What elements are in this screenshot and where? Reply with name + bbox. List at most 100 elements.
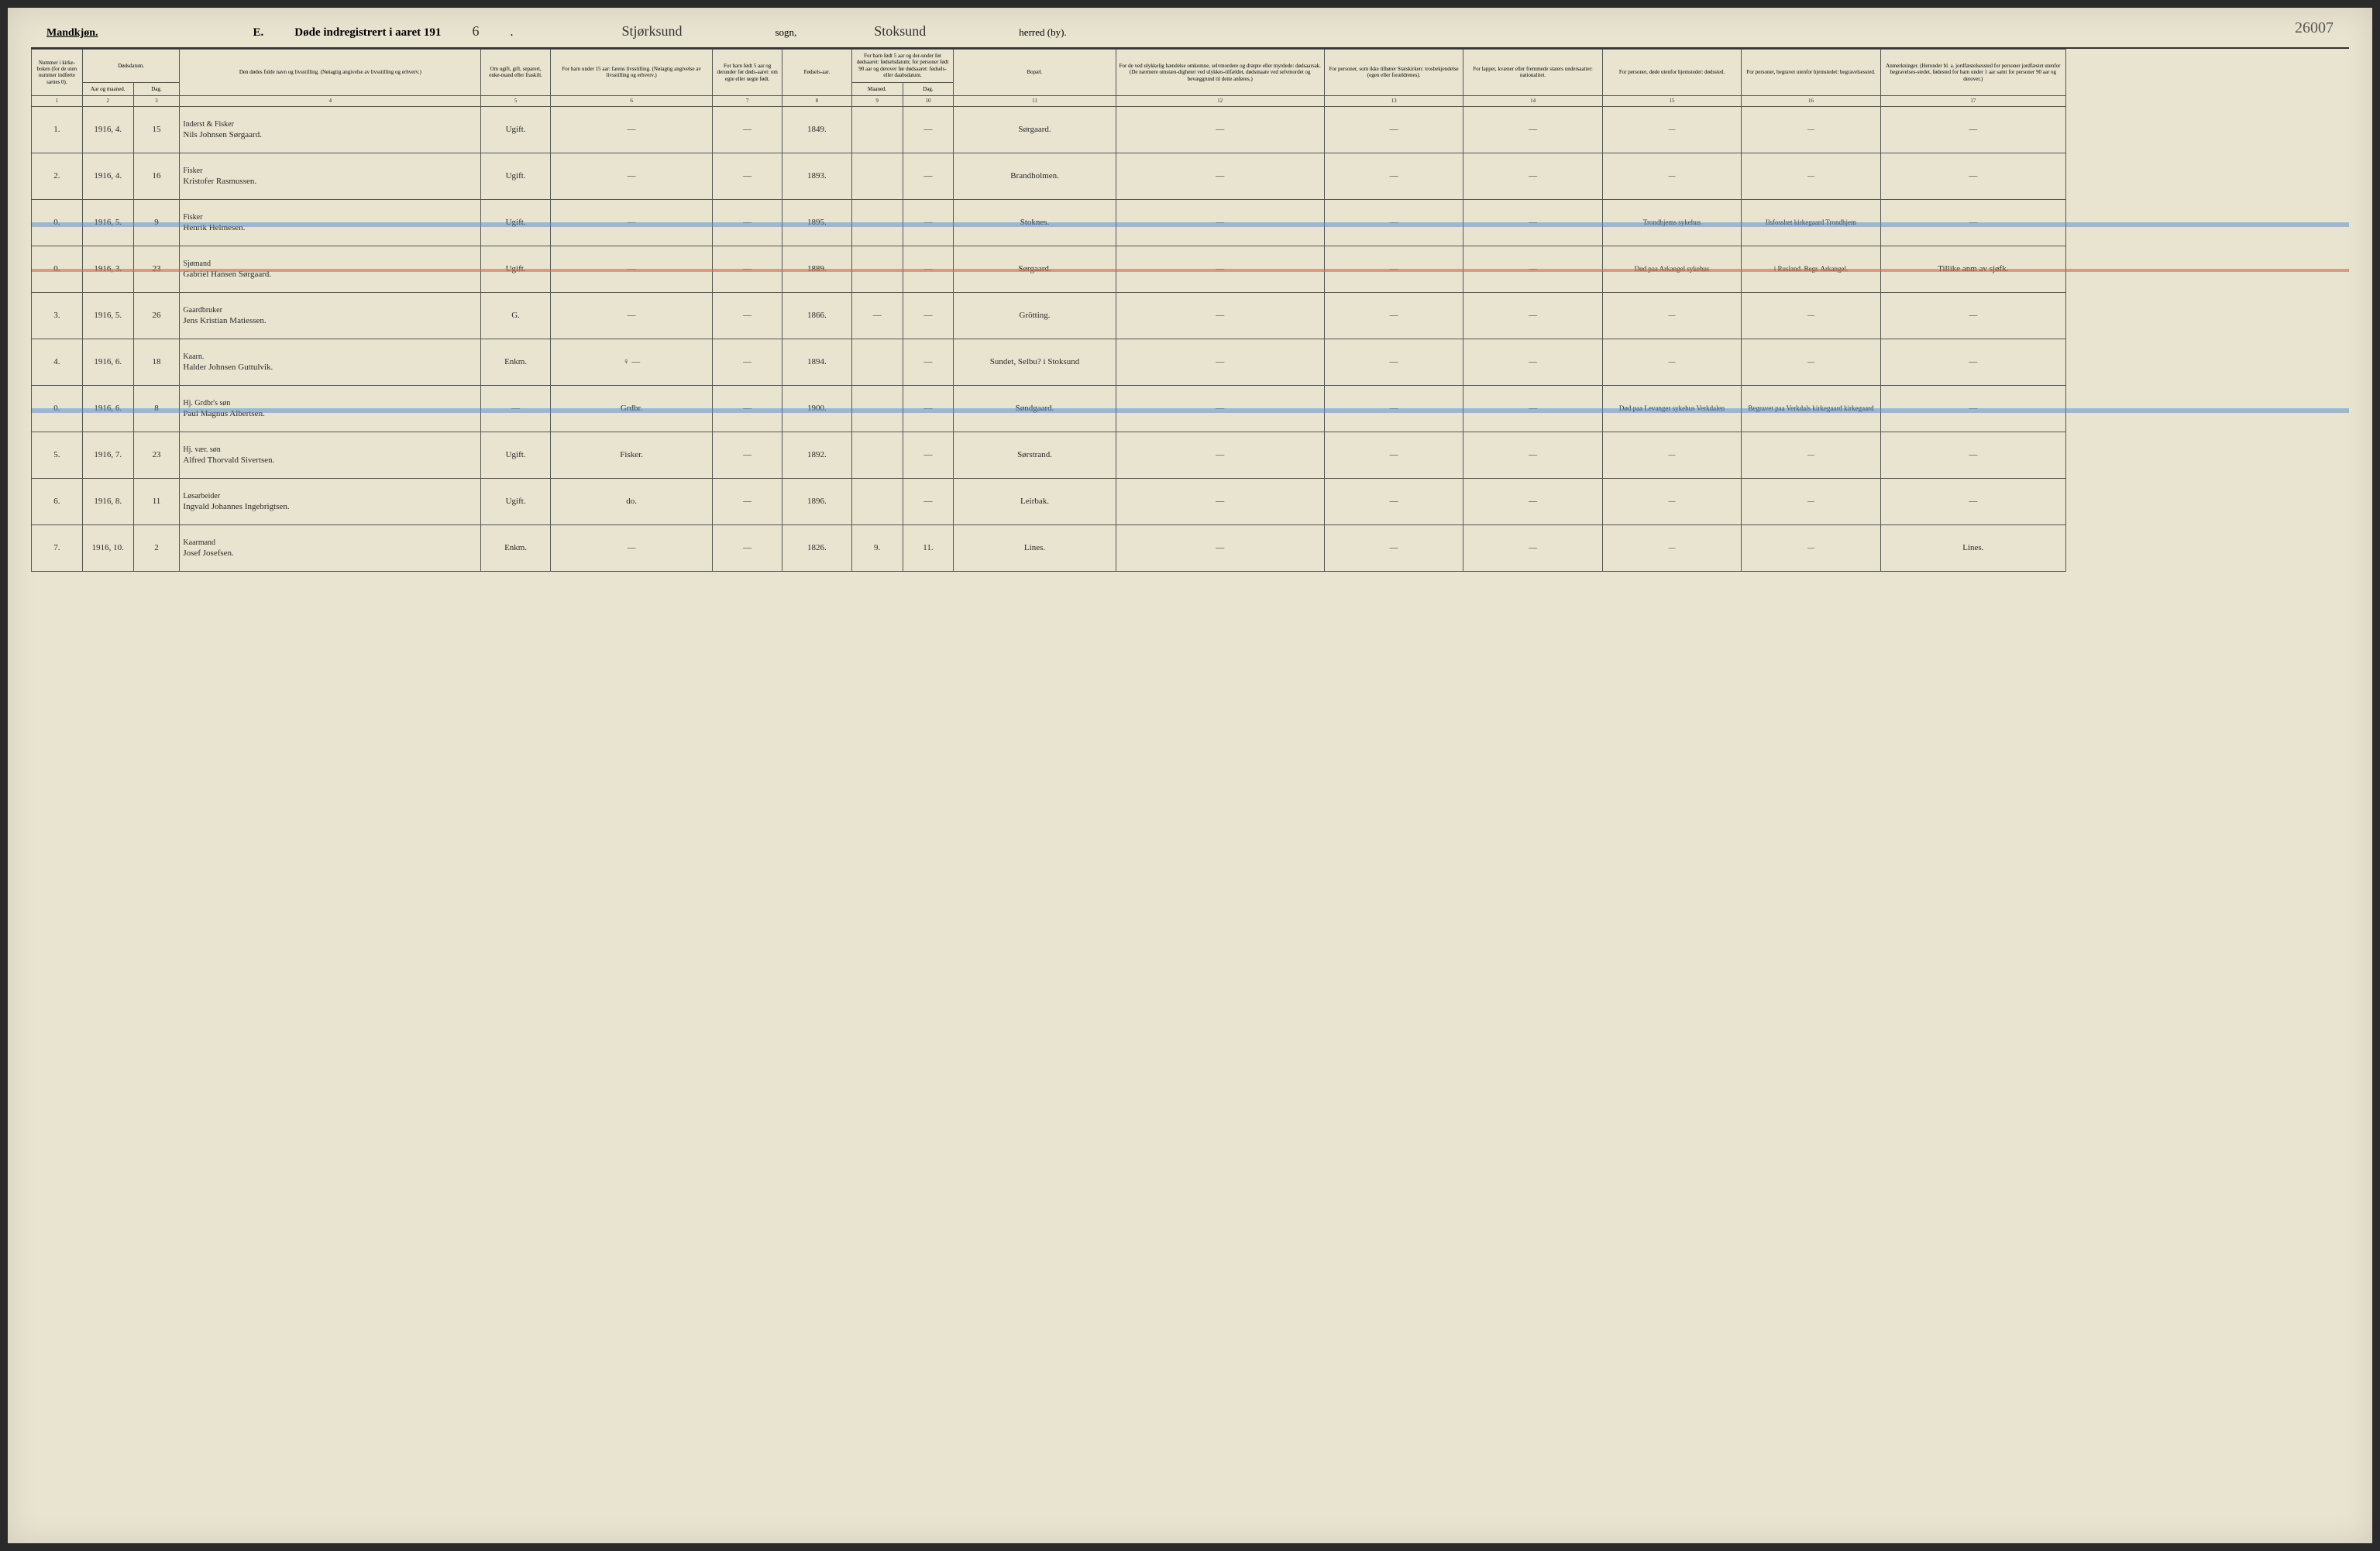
table-cell: — — [550, 153, 712, 199]
table-cell: 3. — [32, 292, 83, 339]
table-cell: Tillike anm av sjøfk. — [1880, 246, 2065, 292]
table-cell: Død paa Levanger sykehus Verkdalen — [1602, 385, 1741, 432]
col-subheader: Dag. — [133, 82, 180, 95]
table-cell: 1893. — [782, 153, 852, 199]
table-cell: Stoknes. — [954, 199, 1116, 246]
table-cell: FiskerKristofer Rasmussen. — [180, 153, 481, 199]
table-cell: do. — [550, 478, 712, 524]
column-number: 3 — [133, 95, 180, 106]
table-cell: Inderst & FiskerNils Johnsen Sørgaard. — [180, 106, 481, 153]
table-cell: Ugift. — [481, 246, 551, 292]
table-cell: 4. — [32, 339, 83, 385]
column-number: 2 — [82, 95, 133, 106]
table-cell: 1900. — [782, 385, 852, 432]
occupation: Løsarbeider — [183, 491, 477, 501]
table-cell: — — [1116, 339, 1324, 385]
table-cell: 16 — [133, 153, 180, 199]
table-cell: — — [1463, 199, 1602, 246]
table-cell: — — [1602, 292, 1741, 339]
table-cell: — — [903, 153, 954, 199]
table-cell: Ugift. — [481, 106, 551, 153]
table-cell: — — [1602, 478, 1741, 524]
table-cell: Kaarn.Halder Johnsen Guttulvik. — [180, 339, 481, 385]
table-cell: — — [1463, 385, 1602, 432]
table-row: 0.1916, 6.8Hj. Grdbr's sønPaul Magnus Al… — [32, 385, 2349, 432]
table-cell — [851, 199, 903, 246]
table-cell: — — [1463, 524, 1602, 571]
table-cell: Hj. vær. sønAlfred Thorvald Sivertsen. — [180, 432, 481, 478]
table-cell: 1916, 3. — [82, 246, 133, 292]
table-cell: 5. — [32, 432, 83, 478]
col-header: For personer, begravet utenfor hjemstede… — [1742, 50, 1880, 96]
column-number: 6 — [550, 95, 712, 106]
table-cell: Ugift. — [481, 153, 551, 199]
col-header: For barn under 15 aar: farens livsstilli… — [550, 50, 712, 96]
table-cell — [851, 339, 903, 385]
page-number: 26007 — [2295, 19, 2334, 37]
col-header: For personer, døde utenfor hjemstedet: d… — [1602, 50, 1741, 96]
table-cell: — — [903, 339, 954, 385]
table-cell: — — [550, 246, 712, 292]
table-cell: 1916, 4. — [82, 153, 133, 199]
col-header: For de ved ulykkelig hændelse omkomne, s… — [1116, 50, 1324, 96]
table-cell: 0. — [32, 385, 83, 432]
table-cell: — — [1880, 339, 2065, 385]
ledger-table: Nummer i kirke-boken (for de uten nummer… — [31, 49, 2349, 572]
table-cell: — — [1324, 292, 1463, 339]
table-cell: — — [1742, 292, 1880, 339]
table-cell: — — [1324, 385, 1463, 432]
table-cell: — — [1602, 432, 1741, 478]
table-cell: Ugift. — [481, 199, 551, 246]
table-cell: — — [1742, 524, 1880, 571]
table-cell: — — [1742, 478, 1880, 524]
table-cell: 11 — [133, 478, 180, 524]
table-cell: Søndgaard. — [954, 385, 1116, 432]
person-name: Jens Kristian Matiessen. — [183, 316, 266, 325]
table-cell: Sørstrand. — [954, 432, 1116, 478]
table-cell: 1916, 6. — [82, 385, 133, 432]
table-cell: 0. — [32, 246, 83, 292]
column-number: 4 — [180, 95, 481, 106]
table-cell: — — [1602, 106, 1741, 153]
table-cell: Brandholmen. — [954, 153, 1116, 199]
table-cell: — — [1463, 339, 1602, 385]
table-cell: ♀ — — [550, 339, 712, 385]
person-name: Paul Magnus Albertsen. — [183, 409, 264, 418]
table-cell: — — [1463, 106, 1602, 153]
table-cell: — — [1116, 153, 1324, 199]
table-cell: SjømandGabriel Hansen Sørgaard. — [180, 246, 481, 292]
table-cell: — — [903, 385, 954, 432]
col-header: For personer, som ikke tilhører Statskir… — [1324, 50, 1463, 96]
occupation: Kaarmand — [183, 538, 477, 548]
col-subheader: Dag. — [903, 82, 954, 95]
table-cell: Ilsfosshet kirkegaard Trondhjem — [1742, 199, 1880, 246]
column-number: 12 — [1116, 95, 1324, 106]
table-cell: 1916, 6. — [82, 339, 133, 385]
col-subheader: Aar og maaned. — [82, 82, 133, 95]
table-cell: 1. — [32, 106, 83, 153]
table-cell: Leirbak. — [954, 478, 1116, 524]
table-cell: 1866. — [782, 292, 852, 339]
table-cell: — — [1742, 432, 1880, 478]
table-cell: 9. — [851, 524, 903, 571]
table-cell: 1916, 8. — [82, 478, 133, 524]
col-header: Den dødes fulde navn og livsstilling. (N… — [180, 50, 481, 96]
table-cell: Grötting. — [954, 292, 1116, 339]
table-cell: Sørgaard. — [954, 246, 1116, 292]
table-cell: 1916, 10. — [82, 524, 133, 571]
table-cell — [851, 153, 903, 199]
col-header: For barn født 5 aar og derunder før døds… — [713, 50, 782, 96]
table-cell: 18 — [133, 339, 180, 385]
table-cell: 1916, 7. — [82, 432, 133, 478]
table-cell: Enkm. — [481, 339, 551, 385]
table-cell: Ugift. — [481, 432, 551, 478]
person-name: Josef Josefsen. — [183, 549, 233, 558]
table-cell: — — [713, 432, 782, 478]
table-cell — [851, 432, 903, 478]
table-cell: — — [1880, 106, 2065, 153]
table-cell: — — [1116, 199, 1324, 246]
table-cell: — — [1742, 106, 1880, 153]
occupation: Inderst & Fisker — [183, 119, 477, 129]
column-number: 11 — [954, 95, 1116, 106]
table-cell: — — [1116, 385, 1324, 432]
